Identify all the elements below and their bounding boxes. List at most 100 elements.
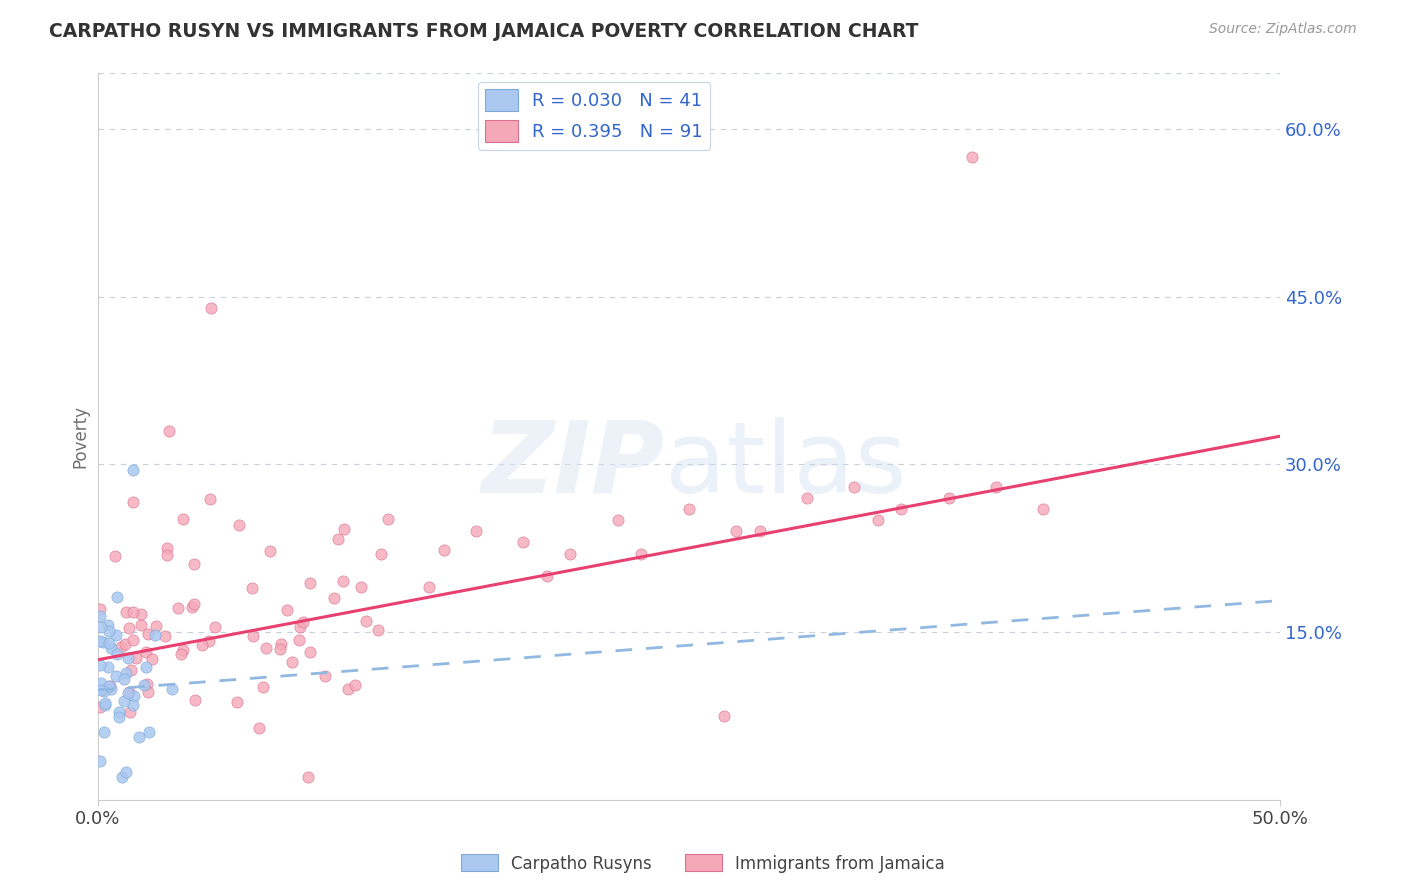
Point (136, 676, 159, 690)
Point (94, 697, 117, 711)
Point (890, 502, 912, 516)
Point (326, 532, 349, 546)
Point (287, 632, 309, 647)
Point (198, 492, 221, 507)
Point (89, 658, 111, 673)
Point (367, 624, 389, 638)
Point (136, 685, 159, 699)
Point (122, 605, 145, 619)
Point (91, 635, 114, 649)
Point (242, 629, 264, 643)
Point (105, 647, 128, 661)
Text: atlas: atlas (665, 417, 907, 514)
Point (122, 463, 145, 477)
Point (606, 513, 628, 527)
Point (89, 700, 111, 714)
Point (138, 724, 160, 739)
Point (114, 637, 136, 651)
Point (136, 627, 159, 641)
Point (298, 576, 321, 591)
Point (98, 636, 121, 650)
Point (118, 705, 141, 719)
Point (962, 150, 984, 164)
Point (104, 549, 127, 563)
Point (713, 708, 735, 723)
Point (560, 547, 582, 561)
Text: Source: ZipAtlas.com: Source: ZipAtlas.com (1209, 22, 1357, 37)
Point (183, 558, 205, 572)
Point (678, 502, 700, 516)
Point (90, 676, 112, 690)
Point (115, 764, 138, 779)
Point (108, 705, 131, 719)
Point (112, 672, 135, 686)
Point (122, 698, 145, 713)
Legend: Carpatho Rusyns, Immigrants from Jamaica: Carpatho Rusyns, Immigrants from Jamaica (454, 847, 952, 880)
Point (90, 683, 112, 698)
Point (323, 591, 346, 606)
Point (132, 678, 155, 692)
Point (197, 634, 219, 648)
Point (181, 599, 204, 614)
Point (228, 517, 250, 532)
Point (156, 549, 179, 563)
Point (170, 647, 193, 661)
Point (204, 620, 226, 634)
Point (118, 684, 141, 698)
Point (536, 569, 558, 583)
Point (356, 614, 378, 628)
Point (252, 681, 274, 695)
Point (156, 541, 179, 556)
Point (121, 632, 143, 647)
Point (630, 547, 652, 561)
Point (433, 542, 456, 557)
Point (984, 479, 1007, 493)
Point (162, 682, 184, 697)
Point (122, 689, 145, 703)
Point (104, 627, 127, 641)
Point (270, 638, 292, 652)
Point (100, 640, 122, 655)
Point (112, 694, 135, 708)
Point (418, 580, 440, 594)
Point (172, 512, 194, 526)
Point (370, 547, 392, 561)
Point (938, 491, 960, 505)
Point (184, 692, 207, 706)
Point (350, 580, 373, 594)
Point (292, 615, 315, 629)
Point (247, 721, 270, 735)
Text: CARPATHO RUSYN VS IMMIGRANTS FROM JAMAICA POVERTY CORRELATION CHART: CARPATHO RUSYN VS IMMIGRANTS FROM JAMAIC… (49, 22, 918, 41)
Point (748, 524, 770, 539)
Point (114, 666, 136, 681)
Point (118, 621, 141, 635)
Point (105, 669, 128, 683)
Point (89, 633, 111, 648)
Legend: R = 0.030   N = 41, R = 0.395   N = 91: R = 0.030 N = 41, R = 0.395 N = 91 (478, 82, 710, 150)
Point (117, 686, 139, 700)
Point (276, 602, 298, 616)
Point (166, 601, 188, 615)
Point (314, 669, 336, 683)
Point (97, 679, 120, 693)
Point (94, 698, 117, 713)
Point (299, 645, 322, 659)
Point (100, 682, 122, 697)
Point (377, 512, 399, 526)
Point (108, 710, 131, 724)
Point (157, 424, 180, 438)
Text: ZIP: ZIP (482, 417, 665, 514)
Point (97, 624, 120, 638)
Point (93, 725, 115, 739)
Point (183, 597, 205, 611)
Point (724, 524, 747, 539)
Point (172, 642, 194, 657)
Point (89, 601, 111, 615)
Point (332, 574, 354, 588)
Point (225, 695, 247, 709)
Point (288, 620, 311, 634)
Point (141, 652, 163, 666)
Point (254, 641, 277, 656)
Point (269, 641, 291, 656)
Point (120, 663, 142, 677)
